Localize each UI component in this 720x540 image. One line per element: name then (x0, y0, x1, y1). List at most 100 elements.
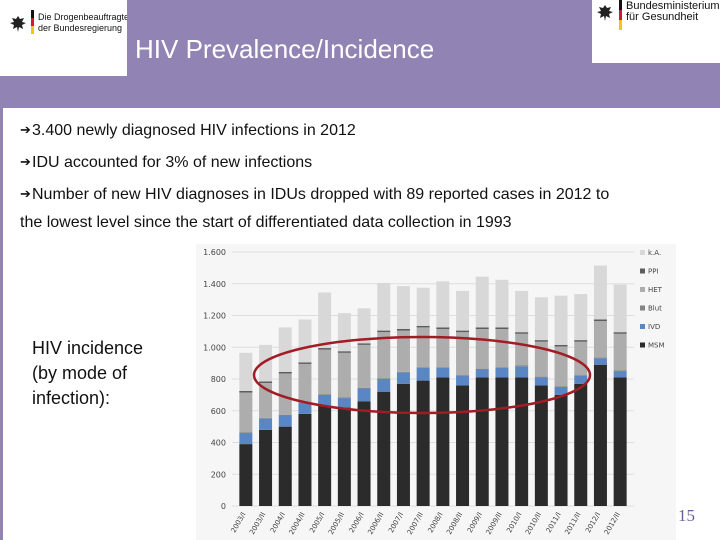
bar-segment (574, 341, 588, 376)
legend-label: k.A. (648, 249, 661, 257)
federal-eagle-icon (10, 16, 26, 32)
legend-swatch (640, 342, 645, 348)
bar-segment (298, 413, 312, 506)
legend-label: HET (648, 286, 663, 294)
bullet-item: ➔Number of new HIV diagnoses in IDUs dro… (20, 186, 609, 204)
bullet-text-continued: the lowest level since the start of diff… (20, 214, 512, 231)
bar-segment (593, 358, 607, 365)
bar-segment (298, 319, 312, 363)
x-tick-label: 2011/II (563, 511, 582, 536)
x-tick-label: 2004/I (269, 511, 287, 534)
bar-segment (259, 381, 273, 383)
x-tick-label: 2004/II (288, 511, 307, 536)
bar-segment (318, 405, 332, 506)
x-tick-label: 2011/I (545, 511, 563, 534)
bar-segment (613, 333, 627, 371)
bar-segment (259, 344, 273, 382)
bullet-text: 3.400 newly diagnosed HIV infections in … (32, 122, 356, 139)
x-tick-label: 2005/I (308, 511, 326, 534)
bar-segment (298, 363, 312, 403)
right-arrow-icon: ➔ (20, 186, 31, 201)
x-tick-label: 2006/I (348, 511, 366, 534)
flag-stripe-gold (619, 20, 622, 30)
bar-segment (259, 418, 273, 430)
bullet-text: Number of new HIV diagnoses in IDUs drop… (32, 186, 610, 203)
x-tick-label: 2012/II (603, 511, 622, 536)
logo-text-line-1: Die Drogenbeauftragte (38, 12, 127, 22)
bar-segment (495, 327, 509, 329)
legend-label: MSM (648, 342, 665, 350)
bar-segment (396, 286, 410, 329)
x-tick-label: 2007/I (387, 511, 405, 534)
bar-segment (515, 366, 529, 378)
bar-segment (574, 294, 588, 341)
bar-segment (357, 343, 371, 345)
bar-segment (475, 377, 489, 506)
bar-segment (259, 429, 273, 506)
bar-segment (593, 321, 607, 358)
chart-caption: HIV incidence (by mode of infection): (32, 336, 143, 411)
bar-segment (318, 394, 332, 395)
bar-segment (377, 391, 391, 506)
bar-segment (416, 325, 430, 328)
legend-label: PPI (648, 268, 659, 276)
bullet-item: ➔3.400 newly diagnosed HIV infections in… (20, 122, 356, 140)
bar-segment (357, 388, 371, 402)
bar-segment (554, 386, 568, 387)
bar-segment (259, 417, 273, 419)
x-tick-label: 2003/I (230, 511, 248, 534)
bar-segment (613, 377, 627, 506)
bar-segment (515, 290, 529, 333)
x-tick-label: 2010/I (505, 511, 523, 534)
y-tick-label: 1.000 (203, 343, 226, 352)
chart-caption-line: infection): (32, 388, 111, 408)
legend-label: IVD (648, 323, 660, 331)
hiv-incidence-chart: 0 200 400 600 800 1.000 1.200 1.400 1.600 2003/I 2… (196, 244, 676, 540)
bar-segment (239, 392, 253, 433)
bar-segment (554, 386, 568, 395)
legend-swatch (640, 305, 645, 311)
y-tick-label: 800 (211, 375, 226, 384)
legend-swatch (640, 250, 645, 255)
right-arrow-icon: ➔ (20, 122, 31, 137)
bar-segment (436, 377, 450, 506)
bar-segment (377, 378, 391, 379)
bar-segment (278, 426, 292, 506)
bar-segment (495, 377, 509, 506)
health-ministry-logo: Bundesministerium für Gesundheit (592, 0, 720, 63)
bar-segment (475, 327, 489, 329)
bar-segment (239, 432, 253, 433)
bullet-item: ➔IDU accounted for 3% of new infections (20, 154, 312, 172)
bar-segment (377, 332, 391, 379)
bar-segment (515, 332, 529, 334)
slide-title: HIV Prevalence/Incidence (135, 34, 435, 64)
bar-segment (495, 328, 509, 368)
bar-segment (534, 341, 548, 377)
logo-text-line-2: der Bundesregierung (38, 23, 123, 33)
bar-segment (554, 346, 568, 387)
bar-segment (475, 369, 489, 378)
flag-stripe-black (31, 10, 34, 18)
bar-segment (377, 330, 391, 333)
legend-swatch (640, 287, 645, 292)
bar-segment (593, 364, 607, 506)
y-tick-label: 600 (211, 407, 226, 416)
bar-segment (318, 348, 332, 350)
bar-segment (495, 279, 509, 328)
flag-stripe-red (619, 10, 622, 20)
bar-segment (613, 370, 627, 372)
x-tick-label: 2012/I (584, 511, 602, 534)
bar-segment (396, 328, 410, 331)
slide-left-edge (0, 108, 3, 540)
bar-segment (456, 330, 470, 333)
bar-segment (239, 390, 253, 393)
bar-segment (613, 371, 627, 378)
bar-segment (357, 401, 371, 506)
bar-segment (396, 371, 410, 373)
bar-segment (593, 265, 607, 320)
bar-segment (318, 394, 332, 406)
bar-segment (357, 344, 371, 388)
right-arrow-icon: ➔ (20, 154, 31, 169)
bar-segment (475, 328, 489, 369)
bar-segment (515, 365, 529, 367)
